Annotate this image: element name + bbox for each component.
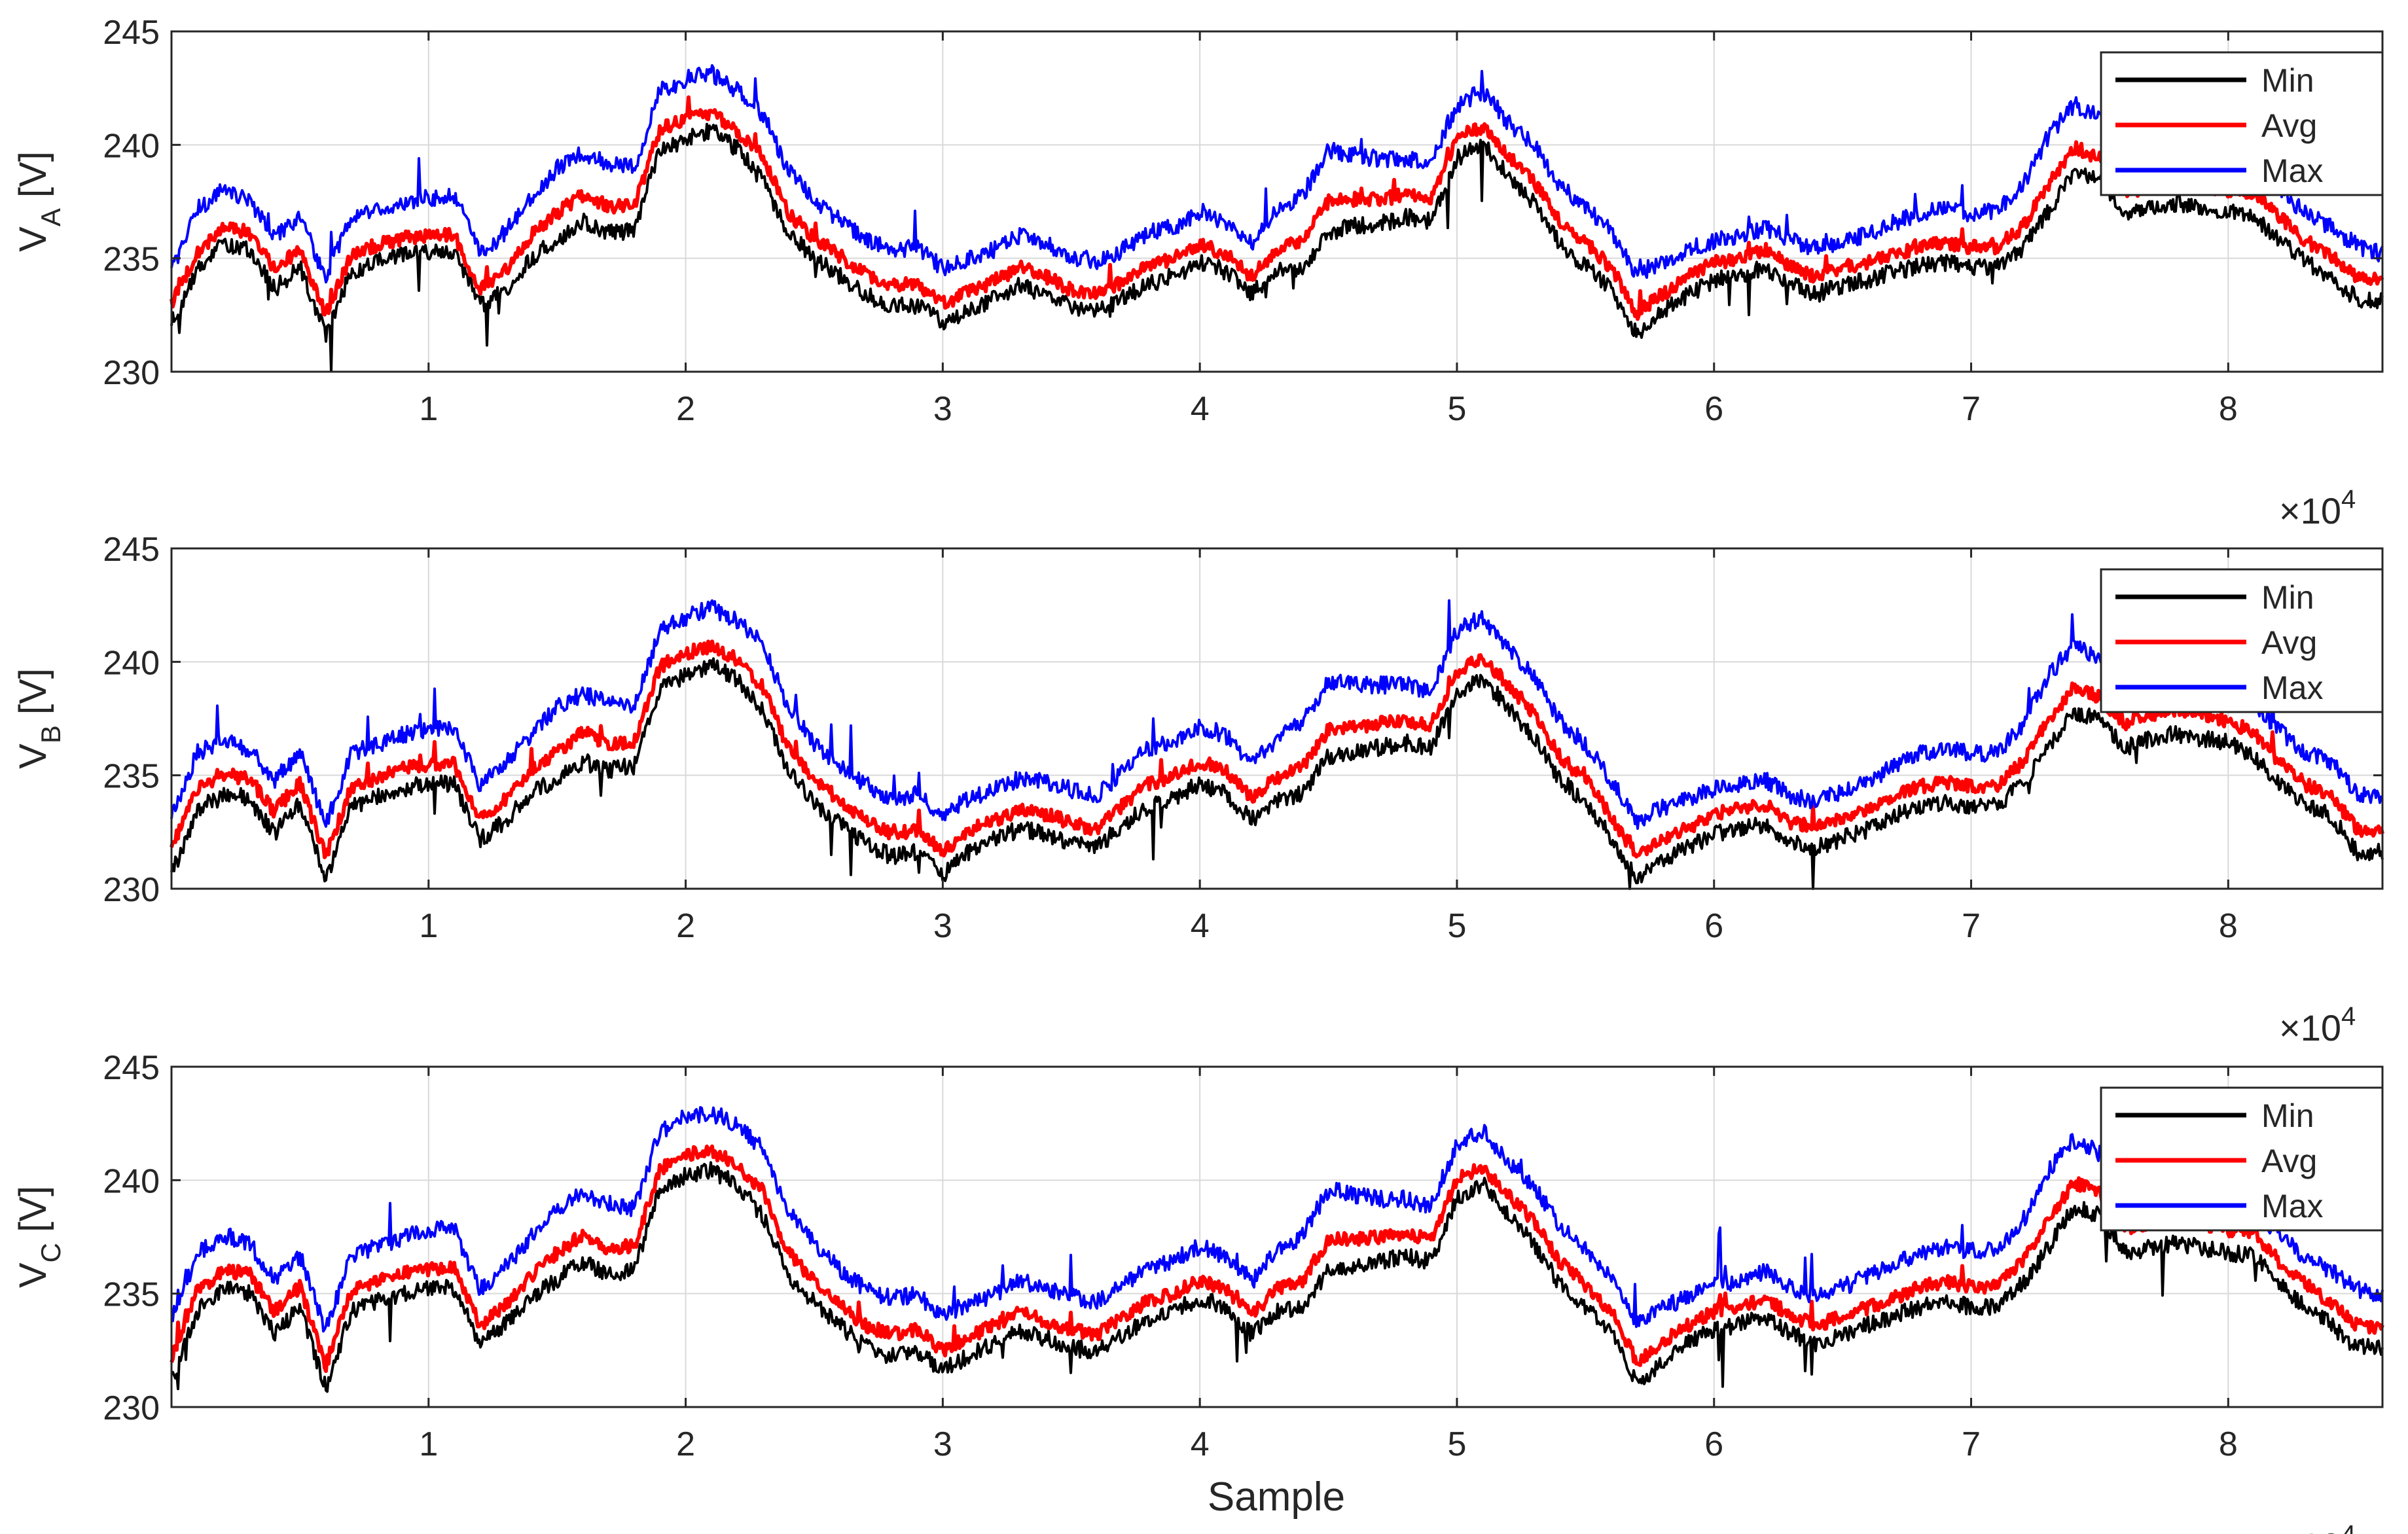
series-traces — [170, 599, 2384, 890]
y-label-main: V — [12, 1262, 54, 1288]
exponent-power: 4 — [2341, 1002, 2356, 1031]
x-exponent-label: ×104 — [2279, 1520, 2356, 1534]
y-tick-label: 240 — [103, 1162, 160, 1200]
y-label-subscript: C — [35, 1243, 66, 1262]
y-label-subscript: B — [35, 725, 66, 743]
x-tick-label: 8 — [2219, 1425, 2238, 1463]
y-label-unit: [V] — [12, 151, 54, 208]
y-axis-label: VC [V] — [12, 1186, 66, 1288]
legend-label-max: Max — [2261, 152, 2323, 189]
exponent-base: ×10 — [2279, 1007, 2341, 1048]
series-traces — [170, 1106, 2384, 1393]
exponent-power: 4 — [2341, 1520, 2356, 1534]
ticks: 1 2 3 4 5 6 7 8 230 235 240 245 — [103, 531, 2382, 945]
x-tick-label: 6 — [1704, 907, 1723, 945]
x-tick-label: 8 — [2219, 907, 2238, 945]
x-tick-label: 4 — [1191, 1425, 1210, 1463]
x-tick-label: 6 — [1704, 390, 1723, 428]
x-tick-label: 1 — [419, 907, 438, 945]
ticks: 1 2 3 4 5 6 7 8 230 235 240 245 — [103, 14, 2382, 428]
x-tick-label: 4 — [1191, 907, 1210, 945]
y-tick-label: 230 — [103, 354, 160, 392]
x-tick-label: 3 — [933, 390, 952, 428]
y-label-main: V — [12, 743, 54, 769]
x-tick-label: 7 — [1962, 1425, 1981, 1463]
exponent-base: ×10 — [2279, 490, 2341, 531]
x-exponent-label: ×104 — [2279, 1002, 2356, 1048]
y-label-unit: [V] — [12, 668, 54, 725]
plot-area — [171, 1067, 2382, 1407]
series-traces — [170, 64, 2384, 373]
y-tick-label: 245 — [103, 14, 160, 52]
y-tick-label: 230 — [103, 871, 160, 909]
exponent-base: ×10 — [2279, 1525, 2341, 1534]
x-tick-label: 2 — [676, 907, 695, 945]
y-label-unit: [V] — [12, 1186, 54, 1243]
x-tick-label: 5 — [1447, 390, 1466, 428]
y-tick-label: 235 — [103, 241, 160, 279]
x-tick-label: 5 — [1447, 907, 1466, 945]
legend: Min Avg Max — [2100, 51, 2384, 196]
y-tick-label: 245 — [103, 1049, 160, 1087]
y-axis-label: VA [V] — [12, 151, 66, 252]
series-line-max — [170, 1106, 2384, 1333]
x-tick-label: 4 — [1191, 390, 1210, 428]
x-tick-label: 1 — [419, 390, 438, 428]
exponent-power: 4 — [2341, 485, 2356, 514]
legend-label-min: Min — [2261, 1097, 2314, 1134]
legend-label-max: Max — [2261, 1188, 2323, 1224]
series-line-avg — [170, 1144, 2384, 1373]
x-tick-label: 3 — [933, 907, 952, 945]
axes-box — [170, 547, 2384, 890]
axes-box — [170, 1065, 2384, 1408]
series-line-avg — [170, 95, 2384, 321]
legend: Min Avg Max — [2100, 568, 2384, 713]
plot-area — [171, 548, 2382, 889]
y-tick-label: 245 — [103, 531, 160, 569]
legend-label-min: Min — [2261, 579, 2314, 616]
x-tick-label: 1 — [419, 1425, 438, 1463]
x-tick-label: 6 — [1704, 1425, 1723, 1463]
x-tick-label: 7 — [1962, 390, 1981, 428]
x-tick-label: 3 — [933, 1425, 952, 1463]
axes-box — [170, 30, 2384, 373]
series-line-max — [170, 64, 2384, 284]
y-axis-label: VB [V] — [12, 668, 66, 769]
series-line-max — [170, 599, 2383, 830]
legend-label-max: Max — [2261, 669, 2323, 706]
legend-label-avg: Avg — [2261, 1143, 2317, 1179]
y-label-subscript: A — [35, 208, 66, 226]
plot-area — [171, 31, 2382, 372]
legend-label-avg: Avg — [2261, 624, 2317, 661]
series-line-min — [170, 122, 2384, 373]
x-tick-label: 2 — [676, 1425, 695, 1463]
y-tick-label: 230 — [103, 1389, 160, 1427]
legend-label-avg: Avg — [2261, 107, 2317, 144]
x-tick-label: 8 — [2219, 390, 2238, 428]
x-tick-label: 7 — [1962, 907, 1981, 945]
legend-label-min: Min — [2261, 62, 2314, 99]
ticks: 1 2 3 4 5 6 7 8 230 235 240 245 — [103, 1049, 2382, 1463]
legend: Min Avg Max — [2100, 1086, 2384, 1232]
x-exponent-label: ×104 — [2279, 485, 2356, 531]
series-line-min — [170, 657, 2384, 890]
x-tick-label: 5 — [1447, 1425, 1466, 1463]
series-line-min — [170, 1161, 2384, 1393]
y-label-main: V — [12, 226, 54, 252]
x-tick-label: 2 — [676, 390, 695, 428]
y-tick-label: 235 — [103, 758, 160, 796]
y-tick-label: 240 — [103, 127, 160, 165]
y-tick-label: 240 — [103, 644, 160, 682]
series-line-avg — [170, 639, 2384, 859]
x-axis-label: Sample — [1208, 1474, 1345, 1520]
y-tick-label: 235 — [103, 1276, 160, 1314]
